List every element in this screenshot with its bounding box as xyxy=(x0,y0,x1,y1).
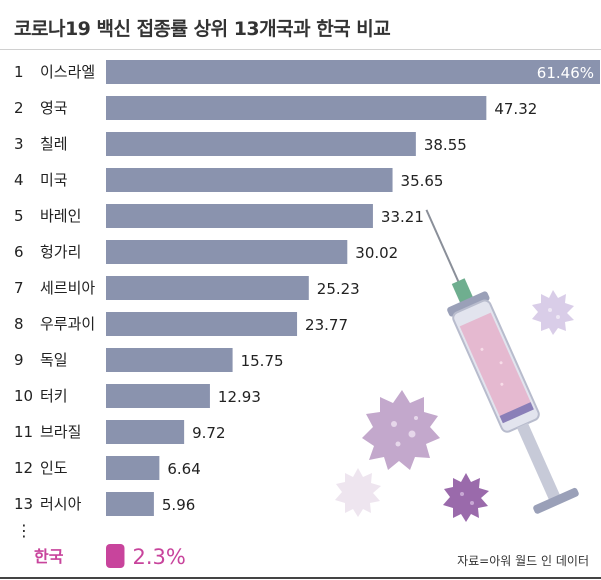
rank-label: 1 xyxy=(14,63,24,81)
category-label: 브라질 xyxy=(40,423,81,441)
value-label: 12.93 xyxy=(218,388,261,406)
category-label: 이스라엘 xyxy=(40,63,95,81)
bar xyxy=(106,168,393,192)
rank-label: 9 xyxy=(14,351,24,369)
ellipsis-mark: ⋮ xyxy=(16,521,32,540)
rank-label: 11 xyxy=(14,423,33,441)
category-label: 칠레 xyxy=(40,135,68,153)
category-label: 우루과이 xyxy=(40,315,95,333)
bar xyxy=(106,204,373,228)
value-label: 5.96 xyxy=(162,496,195,514)
bottom-divider xyxy=(0,577,601,579)
category-label: 영국 xyxy=(40,99,68,117)
bar-series xyxy=(106,60,600,568)
value-label: 38.55 xyxy=(424,136,467,154)
value-label: 6.64 xyxy=(167,460,200,478)
highlight-bar xyxy=(106,544,125,568)
category-label: 미국 xyxy=(40,171,68,189)
category-label: 터키 xyxy=(40,387,68,405)
bar xyxy=(106,492,154,516)
virus-large-icon xyxy=(362,390,440,470)
rank-label: 13 xyxy=(14,495,33,513)
title-divider xyxy=(0,49,601,50)
rank-label: 5 xyxy=(14,207,24,225)
virus-pale-icon xyxy=(335,468,381,517)
value-label: 9.72 xyxy=(192,424,225,442)
value-label: 25.23 xyxy=(317,280,360,298)
value-label: 23.77 xyxy=(305,316,348,334)
bar xyxy=(106,420,185,444)
bar xyxy=(106,240,348,264)
rank-label: 7 xyxy=(14,279,24,297)
virus-small-icon xyxy=(532,290,574,335)
syringe-icon xyxy=(425,209,579,514)
rank-label: 10 xyxy=(14,387,33,405)
bar xyxy=(106,456,160,480)
category-label: 러시아 xyxy=(40,495,82,513)
value-label: 30.02 xyxy=(355,244,398,262)
virus-dark-icon xyxy=(443,473,489,522)
rank-label: 6 xyxy=(14,243,24,261)
value-label: 15.75 xyxy=(241,352,284,370)
rank-label: 8 xyxy=(14,315,24,333)
bar xyxy=(106,312,298,336)
value-label: 47.32 xyxy=(494,100,537,118)
category-label: 바레인 xyxy=(40,207,81,225)
syringe-and-virus-illustration xyxy=(335,209,579,522)
bar xyxy=(106,60,600,84)
highlight-value-label: 2.3% xyxy=(132,545,185,569)
rank-label: 12 xyxy=(14,459,33,477)
category-label: 세르비아 xyxy=(40,279,95,297)
bar xyxy=(106,96,487,120)
source-note: 자료=아워 월드 인 데이터 xyxy=(457,554,589,568)
highlight-category-label: 한국 xyxy=(34,547,64,566)
bar xyxy=(106,348,233,372)
rank-label: 2 xyxy=(14,99,24,117)
chart-title: 코로나19 백신 접종률 상위 13개국과 한국 비교 xyxy=(14,18,391,40)
bar xyxy=(106,132,416,156)
rank-label: 3 xyxy=(14,135,24,153)
value-label: 33.21 xyxy=(381,208,424,226)
bar xyxy=(106,276,309,300)
bar xyxy=(106,384,210,408)
value-label: 61.46% xyxy=(537,64,594,82)
rank-label: 4 xyxy=(14,171,24,189)
category-label: 헝가리 xyxy=(40,243,81,261)
category-labels: 1 이스라엘 61.46% 2 영국 47.32 3 칠레 38.55 4 미국 35.65 5 바레인 3… xyxy=(14,63,594,569)
category-label: 인도 xyxy=(40,459,68,477)
value-label: 35.65 xyxy=(401,172,444,190)
category-label: 독일 xyxy=(40,351,68,369)
